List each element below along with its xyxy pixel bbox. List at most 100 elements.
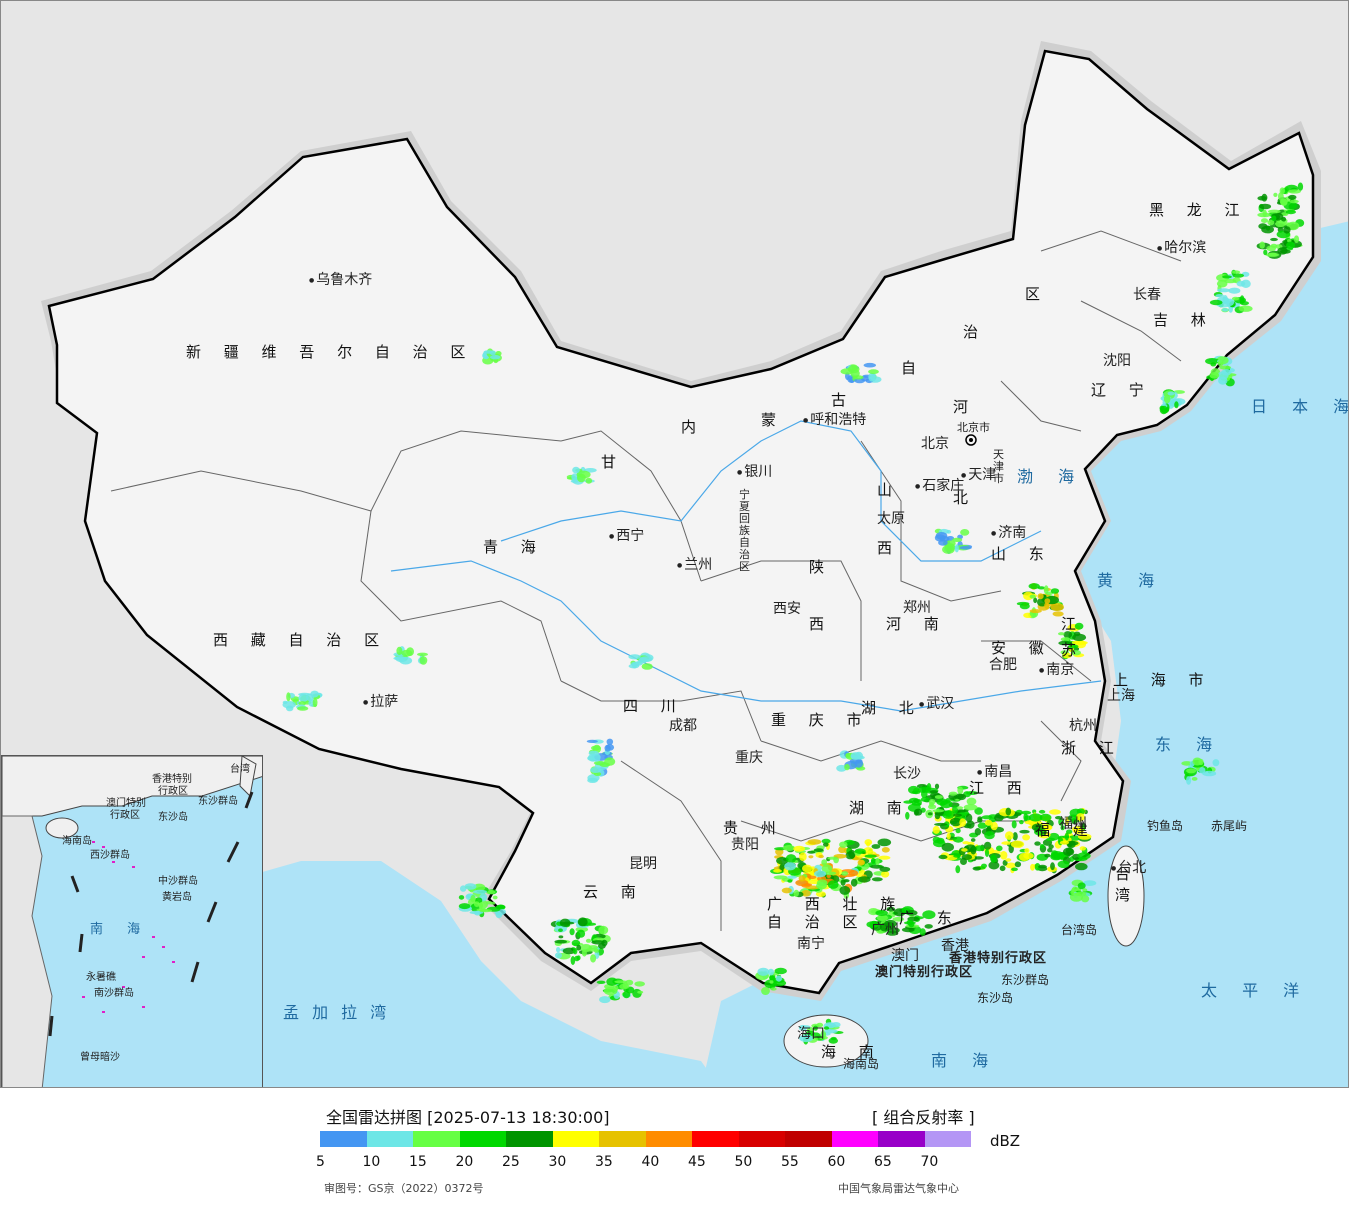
radar-echo (1186, 768, 1197, 774)
radar-echo (1071, 640, 1080, 645)
radar-echo (1172, 398, 1186, 406)
radar-echo (781, 887, 792, 894)
legend-tick-label: 10 (362, 1154, 381, 1170)
radar-echo (784, 862, 796, 871)
radar-echo (954, 544, 959, 553)
legend-swatch (552, 1131, 599, 1147)
region-neimeng-1: 内 (681, 418, 706, 436)
radar-echo (1019, 602, 1030, 610)
city-zhengzhou: 郑州 (903, 600, 931, 616)
radar-echo (1181, 761, 1193, 766)
radar-echo (870, 864, 884, 869)
radar-echo (559, 918, 571, 927)
radar-echo (775, 975, 783, 982)
radar-echo (1038, 864, 1047, 869)
radar-echo (839, 885, 851, 895)
radar-echo (970, 838, 976, 842)
radar-echo (850, 752, 861, 760)
radar-echo (965, 813, 973, 823)
radar-echo (312, 698, 318, 708)
radar-echo (1005, 862, 1017, 869)
region-anhui: 安 徽 (991, 639, 1053, 657)
radar-echo (599, 996, 611, 1004)
radar-echo (908, 921, 915, 928)
radar-echo (1028, 583, 1040, 590)
radar-echo (622, 981, 628, 989)
city-xining: 西宁 (609, 525, 644, 545)
radar-echo (866, 841, 871, 847)
radar-echo (1050, 603, 1064, 611)
legend-swatch (692, 1131, 739, 1147)
radar-echo (761, 987, 770, 995)
radar-echo (1030, 863, 1035, 871)
radar-echo (983, 841, 992, 850)
radar-echo (1285, 209, 1296, 215)
region-henan: 河 南 (886, 615, 948, 633)
city-haikou: 海口 (797, 1026, 825, 1042)
radar-echo (955, 865, 961, 874)
province-borders (110, 230, 1182, 931)
radar-echo (1159, 405, 1168, 415)
radar-echo (1081, 895, 1090, 903)
radar-echo (573, 948, 578, 955)
region-neimeng-3: 古 (831, 391, 856, 409)
region-hubei: 湖 北 (861, 699, 923, 717)
radar-echo (587, 777, 598, 784)
radar-echo (870, 857, 876, 864)
radar-echo (1029, 609, 1042, 614)
inset-label-mo-2: 行政区 (110, 810, 140, 821)
radar-echo (639, 656, 653, 663)
radar-echo (1063, 847, 1075, 856)
beijing-marker (965, 434, 977, 446)
region-tianjin-shi: 天津市 (993, 448, 1004, 485)
city-hefei: 合肥 (989, 657, 1017, 673)
radar-echo (868, 369, 879, 375)
city-tianjin: 天津 (961, 464, 996, 484)
radar-echo (1046, 837, 1056, 842)
radar-echo (401, 649, 413, 657)
radar-echo (813, 1025, 818, 1031)
radar-echo (1014, 861, 1022, 868)
radar-echo (1279, 187, 1286, 195)
radar-echo (1024, 848, 1030, 854)
radar-echo (848, 849, 856, 859)
radar-echo (1044, 602, 1050, 609)
radar-echo (1293, 235, 1300, 243)
radar-echo (1217, 359, 1224, 367)
radar-echo (1066, 840, 1079, 846)
radar-echo (787, 875, 797, 879)
radar-echo (934, 783, 940, 790)
legend-swatch (599, 1131, 646, 1147)
radar-echo (1279, 198, 1288, 206)
radar-echo (1029, 594, 1036, 599)
radar-echo (828, 1037, 838, 1044)
radar-echo (1067, 644, 1079, 649)
radar-echo (576, 944, 582, 951)
radar-echo (586, 739, 598, 744)
radar-echo (785, 854, 797, 863)
radar-echo (1058, 818, 1064, 826)
radar-echo (936, 798, 948, 806)
radar-echo (949, 817, 962, 827)
sea-bengal: 孟 加 拉 湾 (283, 1003, 391, 1022)
region-xizang: 西 藏 自 治 区 (213, 631, 389, 649)
radar-map: 新 疆 维 吾 尔 自 治 区 西 藏 自 治 区 青 海 甘 内 蒙 古 自 … (0, 0, 1349, 1088)
inset-svg (2, 756, 262, 1087)
radar-echo (558, 935, 564, 939)
legend-swatch (878, 1131, 925, 1147)
inset-label-dongsha-group: 东沙群岛 (198, 796, 238, 807)
radar-echo (903, 800, 914, 804)
radar-echo (1059, 840, 1069, 845)
radar-echo (1028, 813, 1043, 822)
radar-echo (1077, 833, 1092, 840)
radar-echo (1076, 808, 1085, 815)
radar-echo (981, 815, 993, 820)
radar-echo (577, 917, 588, 927)
legend-tick-label: 25 (502, 1154, 520, 1170)
region-liaoning: 辽 宁 (1091, 381, 1153, 399)
radar-echo (807, 850, 816, 854)
radar-echo (1058, 632, 1065, 636)
region-xinjiang: 新 疆 维 吾 尔 自 治 区 (186, 343, 475, 361)
radar-echo (1231, 270, 1241, 274)
radar-echo (807, 875, 817, 879)
